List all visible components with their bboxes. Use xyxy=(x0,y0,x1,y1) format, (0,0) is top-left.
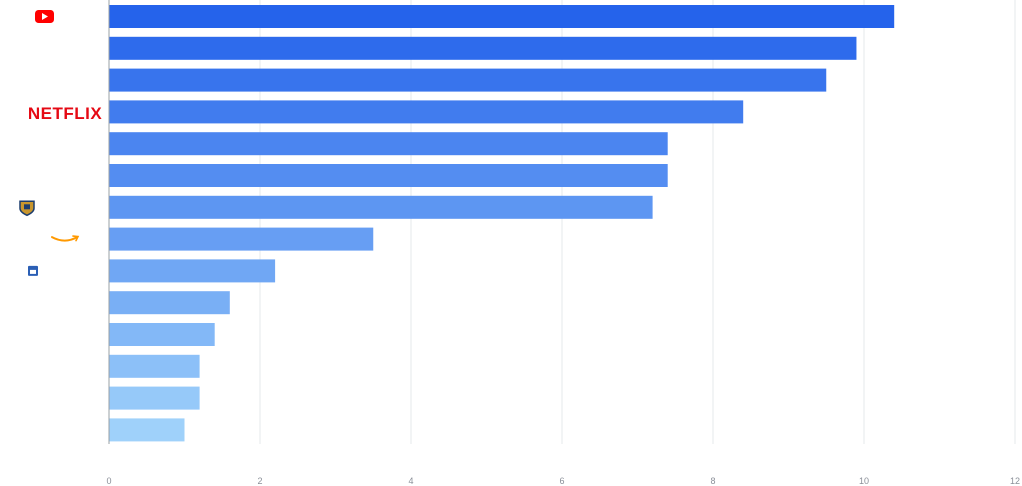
bar xyxy=(109,291,230,315)
wb-shield-mark xyxy=(24,204,30,210)
amazon-logo xyxy=(51,235,80,242)
x-tick-label: 12 xyxy=(1010,476,1020,486)
x-tick-label: 6 xyxy=(559,476,564,486)
bar xyxy=(109,354,200,378)
bar xyxy=(109,36,857,60)
bar xyxy=(109,418,185,442)
netflix-logo: NETFLIX xyxy=(28,104,102,123)
grid-lines xyxy=(259,0,1016,444)
tile-logo xyxy=(28,265,38,276)
x-tick-label: 8 xyxy=(710,476,715,486)
bars xyxy=(109,5,895,442)
bar xyxy=(109,259,276,283)
warner-bros-logo xyxy=(19,200,35,217)
bar xyxy=(109,132,668,156)
tile-icon-mark xyxy=(30,269,36,274)
bar xyxy=(109,227,374,251)
netflix-wordmark: NETFLIX xyxy=(28,104,102,123)
amazon-smile-icon xyxy=(51,236,78,242)
x-tick-label: 4 xyxy=(408,476,413,486)
x-tick-label: 0 xyxy=(106,476,111,486)
bar xyxy=(109,5,895,28)
x-tick-label: 10 xyxy=(859,476,869,486)
amazon-arrow-icon xyxy=(72,235,80,242)
bar xyxy=(109,100,744,124)
category-logos: NETFLIX xyxy=(19,10,102,276)
youtube-triangle xyxy=(42,13,48,20)
bar xyxy=(109,323,215,346)
bar xyxy=(109,386,200,410)
bar xyxy=(109,195,653,219)
bar xyxy=(109,164,668,187)
bar xyxy=(109,68,827,92)
x-axis-ticks: 0 2 4 6 8 10 12 xyxy=(106,476,1020,486)
youtube-logo xyxy=(35,10,54,23)
x-tick-label: 2 xyxy=(257,476,262,486)
